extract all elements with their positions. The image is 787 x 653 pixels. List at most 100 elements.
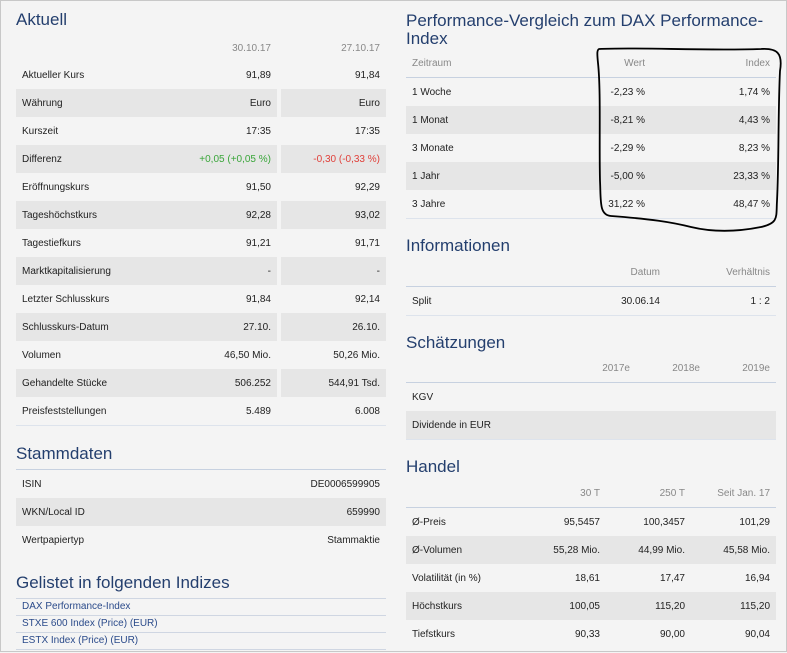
aktuell-value-current: 92,28 (156, 201, 277, 229)
perf-header-index: Index (651, 49, 776, 78)
aktuell-value-previous: 92,29 (354, 181, 380, 193)
column-gap (277, 145, 281, 173)
schaetzungen-row: KGV (406, 383, 776, 412)
aktuell-value-previous: 26.10. (281, 313, 386, 341)
perf-index: 4,43 % (651, 106, 776, 134)
aktuell-value-current: - (156, 257, 277, 285)
schaetz-value-empty (566, 411, 636, 440)
handel-label: Höchstkurs (406, 592, 516, 620)
aktuell-value-current: 27.10. (156, 313, 277, 341)
aktuell-row-label: Marktkapitalisierung (16, 257, 156, 285)
perf-header-wert: Wert (596, 49, 651, 78)
aktuell-row-label: Gehandelte Stücke (16, 369, 156, 397)
performance-title-line2: Index (406, 29, 448, 48)
indizes-title: Gelistet in folgenden Indizes (16, 573, 230, 592)
aktuell-row-label: Volumen (22, 349, 61, 361)
performance-title: Performance-Vergleich zum DAX Performanc… (406, 12, 776, 48)
perf-index: 23,33 % (651, 162, 776, 190)
column-gap (277, 89, 281, 117)
stammdaten-value: Stammaktie (327, 534, 380, 546)
index-link-dax[interactable]: DAX Performance-Index (16, 599, 386, 616)
performance-row: 3 Monate -2,29 % 8,23 % (406, 134, 776, 162)
aktuell-row-label: Tageshöchstkurs (16, 201, 156, 229)
aktuell-row: Differenz +0,05 (+0,05 %) -0,30 (-0,33 %) (16, 145, 386, 173)
index-link-stxe600[interactable]: STXE 600 Index (Price) (EUR) (16, 616, 386, 633)
handel-value-250t: 44,99 Mio. (606, 536, 691, 564)
handel-value-250t: 17,47 (659, 572, 685, 584)
handel-label: Ø-Preis (412, 516, 446, 528)
aktuell-row: Aktueller Kurs 91,89 91,84 (16, 61, 386, 89)
aktuell-value-previous: -0,30 (-0,33 %) (281, 145, 386, 173)
column-gap (277, 313, 281, 341)
perf-zeitraum: 3 Monate (412, 142, 454, 154)
schaetz-value-empty (706, 383, 776, 412)
handel-header-30t: 30 T (516, 479, 606, 508)
performance-row: 1 Jahr -5,00 % 23,33 % (406, 162, 776, 190)
aktuell-row-label: Differenz (16, 145, 156, 173)
handel-value-30t: 18,61 (574, 572, 600, 584)
handel-row: Volatilität (in %) 18,61 17,47 16,94 (406, 564, 776, 592)
aktuell-date-2: 27.10.17 (341, 43, 380, 54)
performance-row: 1 Woche -2,23 % 1,74 % (406, 78, 776, 107)
aktuell-value-current: 91,21 (245, 237, 271, 249)
perf-wert: -5,00 % (596, 162, 651, 190)
aktuell-row-label: Schlusskurs-Datum (16, 313, 156, 341)
handel-header-seit-jan: Seit Jan. 17 (691, 479, 776, 508)
aktuell-value-current: 91,84 (245, 293, 271, 305)
schaetz-value-empty (706, 411, 776, 440)
schaetz-value-empty (566, 383, 636, 412)
info-header-datum: Datum (546, 258, 666, 287)
stammdaten-row: WKN/Local ID 659990 (16, 498, 386, 526)
aktuell-row: Tageshöchstkurs 92,28 93,02 (16, 201, 386, 229)
schaetz-value-empty (636, 411, 706, 440)
aktuell-value-previous: Euro (281, 89, 386, 117)
info-verhaeltnis: 1 : 2 (666, 286, 776, 316)
aktuell-row-label: Währung (16, 89, 156, 117)
aktuell-value-current: 17:35 (245, 125, 271, 137)
stammdaten-value: DE0006599905 (310, 478, 380, 490)
perf-zeitraum: 1 Woche (412, 86, 452, 98)
handel-title: Handel (406, 457, 460, 476)
performance-row: 1 Monat -8,21 % 4,43 % (406, 106, 776, 134)
handel-table: 30 T 250 T Seit Jan. 17 Ø-Preis 95,5457 10… (406, 479, 776, 648)
handel-value-seit-jan: 16,94 (744, 572, 770, 584)
perf-zeitraum: 3 Jahre (406, 190, 596, 219)
aktuell-row: Letzter Schlusskurs 91,84 92,14 (16, 285, 386, 313)
handel-label: Ø-Volumen (406, 536, 516, 564)
aktuell-value-previous: 92,14 (354, 293, 380, 305)
handel-value-30t: 95,5457 (563, 516, 600, 528)
performance-table: Zeitraum Wert Index 1 Woche -2,23 % 1,74 %… (406, 49, 776, 219)
aktuell-row: Kurszeit 17:35 17:35 (16, 117, 386, 145)
index-link-estx[interactable]: ESTX Index (Price) (EUR) (16, 633, 386, 650)
aktuell-row-label: Eröffnungskurs (22, 181, 90, 193)
stammdaten-label: WKN/Local ID (16, 498, 216, 526)
perf-index: 48,47 % (651, 190, 776, 219)
schaetz-value-empty (636, 383, 706, 412)
aktuell-row: Schlusskurs-Datum 27.10. 26.10. (16, 313, 386, 341)
schaetz-label: KGV (412, 391, 434, 403)
aktuell-value-previous: 6.008 (281, 397, 386, 426)
aktuell-date-1: 30.10.17 (232, 43, 271, 54)
stammdaten-row: ISIN DE0006599905 (16, 470, 386, 499)
handel-header-250t: 250 T (606, 479, 691, 508)
aktuell-value-previous: - (281, 257, 386, 285)
aktuell-value-previous: 50,26 Mio. (333, 349, 380, 361)
stammdaten-label: ISIN (22, 478, 42, 490)
aktuell-table: 30.10.17 27.10.17 (16, 36, 386, 61)
perf-header-zeitraum: Zeitraum (406, 49, 596, 78)
perf-wert: -8,21 % (596, 106, 651, 134)
handel-value-250t: 115,20 (606, 592, 691, 620)
handel-row: Ø-Preis 95,5457 100,3457 101,29 (406, 508, 776, 537)
informationen-table: Datum Verhältnis Split 30.06.14 1 : 2 (406, 258, 776, 316)
aktuell-value-current: 91,50 (245, 181, 271, 193)
aktuell-value-previous: 91,71 (354, 237, 380, 249)
aktuell-title: Aktuell (16, 10, 68, 29)
column-gap (277, 397, 281, 426)
aktuell-row: Marktkapitalisierung - - (16, 257, 386, 285)
handel-row: Ø-Volumen 55,28 Mio. 44,99 Mio. 45,58 Mio. (406, 536, 776, 564)
handel-value-30t: 90,33 (574, 628, 600, 640)
perf-wert: 31,22 % (596, 190, 651, 219)
handel-value-250t: 100,3457 (643, 516, 685, 528)
informationen-title: Informationen (406, 236, 510, 255)
perf-wert: -2,29 % (610, 142, 645, 154)
